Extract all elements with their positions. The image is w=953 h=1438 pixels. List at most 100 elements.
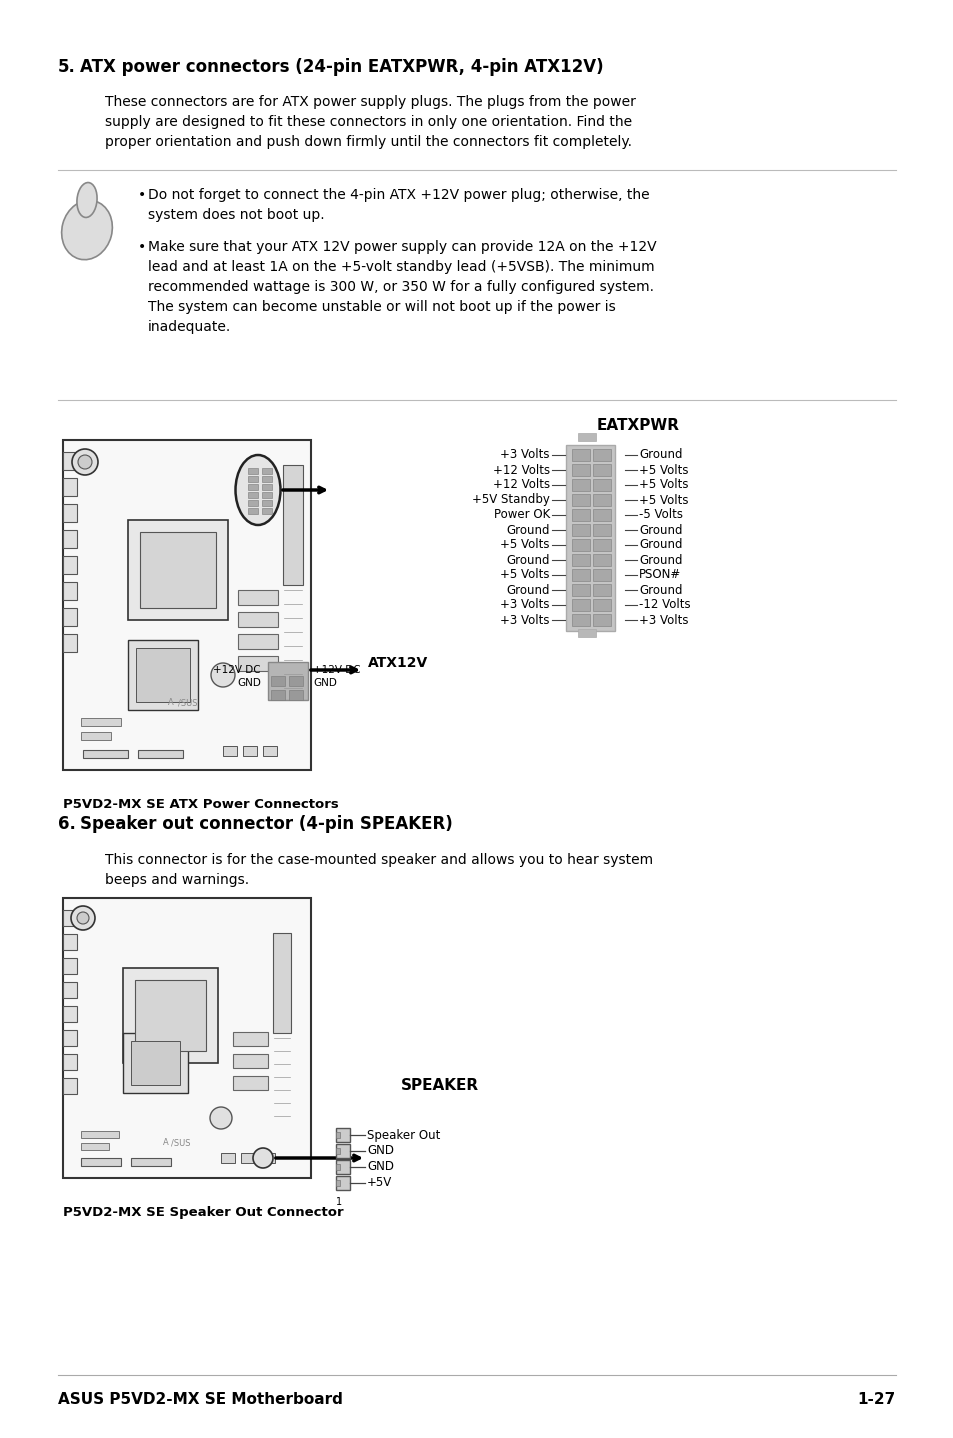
Bar bbox=[123, 968, 218, 1063]
Text: +5 Volts: +5 Volts bbox=[639, 493, 688, 506]
Bar bbox=[63, 582, 77, 600]
Circle shape bbox=[210, 1107, 232, 1129]
Text: 6.: 6. bbox=[58, 815, 76, 833]
Text: proper orientation and push down firmly until the connectors fit completely.: proper orientation and push down firmly … bbox=[105, 135, 631, 150]
Bar bbox=[263, 746, 276, 756]
Bar bbox=[262, 492, 272, 498]
Text: GND: GND bbox=[367, 1145, 394, 1158]
Bar bbox=[233, 1076, 268, 1090]
Text: +3 Volts: +3 Volts bbox=[639, 614, 688, 627]
Bar bbox=[83, 751, 128, 758]
Circle shape bbox=[211, 663, 234, 687]
Circle shape bbox=[77, 912, 89, 925]
Bar bbox=[140, 532, 215, 608]
Bar bbox=[593, 509, 610, 521]
Bar bbox=[63, 935, 77, 951]
Bar bbox=[578, 628, 596, 637]
Bar bbox=[123, 1032, 188, 1093]
Text: 1: 1 bbox=[335, 1196, 342, 1206]
Text: +3 Volts: +3 Volts bbox=[500, 449, 550, 462]
Text: EATXPWR: EATXPWR bbox=[596, 418, 679, 433]
Text: -5 Volts: -5 Volts bbox=[639, 509, 682, 522]
Bar bbox=[572, 600, 589, 611]
Bar bbox=[248, 467, 257, 475]
Bar bbox=[262, 467, 272, 475]
Text: +12V DC: +12V DC bbox=[313, 664, 360, 674]
Bar bbox=[237, 613, 277, 627]
Text: The system can become unstable or will not boot up if the power is: The system can become unstable or will n… bbox=[148, 301, 615, 313]
Bar bbox=[63, 503, 77, 522]
Bar bbox=[243, 746, 256, 756]
Text: •: • bbox=[138, 188, 146, 201]
Text: Make sure that your ATX 12V power supply can provide 12A on the +12V: Make sure that your ATX 12V power supply… bbox=[148, 240, 656, 255]
Bar bbox=[63, 982, 77, 998]
Bar bbox=[262, 500, 272, 506]
Bar bbox=[63, 897, 311, 1178]
Text: inadequate.: inadequate. bbox=[148, 321, 231, 334]
Bar bbox=[593, 449, 610, 462]
Text: supply are designed to fit these connectors in only one orientation. Find the: supply are designed to fit these connect… bbox=[105, 115, 632, 129]
Text: /SUS: /SUS bbox=[171, 1137, 191, 1148]
Bar bbox=[63, 910, 77, 926]
Bar bbox=[63, 1078, 77, 1094]
Text: /SUS: /SUS bbox=[178, 697, 197, 707]
Bar bbox=[572, 554, 589, 567]
Bar bbox=[271, 676, 285, 686]
Bar bbox=[572, 539, 589, 551]
Bar bbox=[63, 1030, 77, 1045]
Bar bbox=[248, 508, 257, 513]
Text: +5V: +5V bbox=[367, 1176, 392, 1189]
Bar bbox=[237, 656, 277, 672]
Bar bbox=[81, 718, 121, 726]
Bar bbox=[572, 584, 589, 595]
Bar bbox=[262, 476, 272, 482]
Bar bbox=[128, 521, 228, 620]
Text: •: • bbox=[138, 240, 146, 255]
Text: ASUS P5VD2-MX SE Motherboard: ASUS P5VD2-MX SE Motherboard bbox=[58, 1392, 342, 1406]
Bar bbox=[63, 452, 77, 470]
Text: +5 Volts: +5 Volts bbox=[639, 463, 688, 476]
Bar bbox=[63, 531, 77, 548]
Bar bbox=[261, 1153, 274, 1163]
Text: +3 Volts: +3 Volts bbox=[500, 598, 550, 611]
Bar bbox=[268, 661, 308, 700]
Bar bbox=[81, 1158, 121, 1166]
Bar bbox=[248, 485, 257, 490]
Bar bbox=[593, 584, 610, 595]
Bar bbox=[289, 676, 303, 686]
Bar bbox=[63, 958, 77, 974]
Text: A: A bbox=[163, 1137, 169, 1148]
Text: 1-27: 1-27 bbox=[857, 1392, 895, 1406]
Text: Ground: Ground bbox=[506, 584, 550, 597]
Bar bbox=[593, 464, 610, 476]
Bar bbox=[63, 440, 311, 769]
Text: system does not boot up.: system does not boot up. bbox=[148, 209, 324, 221]
Text: beeps and warnings.: beeps and warnings. bbox=[105, 873, 249, 887]
Text: PSON#: PSON# bbox=[639, 568, 680, 581]
Text: +12 Volts: +12 Volts bbox=[493, 463, 550, 476]
Bar bbox=[138, 751, 183, 758]
Text: Ground: Ground bbox=[639, 449, 681, 462]
Text: GND: GND bbox=[367, 1160, 394, 1173]
Bar bbox=[248, 492, 257, 498]
Text: ATX power connectors (24-pin EATXPWR, 4-pin ATX12V): ATX power connectors (24-pin EATXPWR, 4-… bbox=[80, 58, 603, 76]
Bar bbox=[136, 649, 190, 702]
Bar bbox=[81, 1132, 119, 1137]
Bar bbox=[81, 732, 111, 741]
Bar bbox=[335, 1160, 350, 1173]
Bar bbox=[565, 444, 615, 631]
Text: Speaker out connector (4-pin SPEAKER): Speaker out connector (4-pin SPEAKER) bbox=[80, 815, 453, 833]
Bar bbox=[63, 477, 77, 496]
Bar bbox=[135, 981, 206, 1051]
Text: GND: GND bbox=[313, 677, 336, 687]
Circle shape bbox=[71, 449, 98, 475]
Bar bbox=[335, 1181, 339, 1186]
Bar bbox=[593, 614, 610, 626]
Bar bbox=[572, 449, 589, 462]
Ellipse shape bbox=[62, 200, 112, 260]
Bar bbox=[221, 1153, 234, 1163]
Text: Speaker Out: Speaker Out bbox=[367, 1129, 440, 1142]
Bar bbox=[593, 554, 610, 567]
Text: +5 Volts: +5 Volts bbox=[500, 568, 550, 581]
Circle shape bbox=[78, 454, 91, 469]
